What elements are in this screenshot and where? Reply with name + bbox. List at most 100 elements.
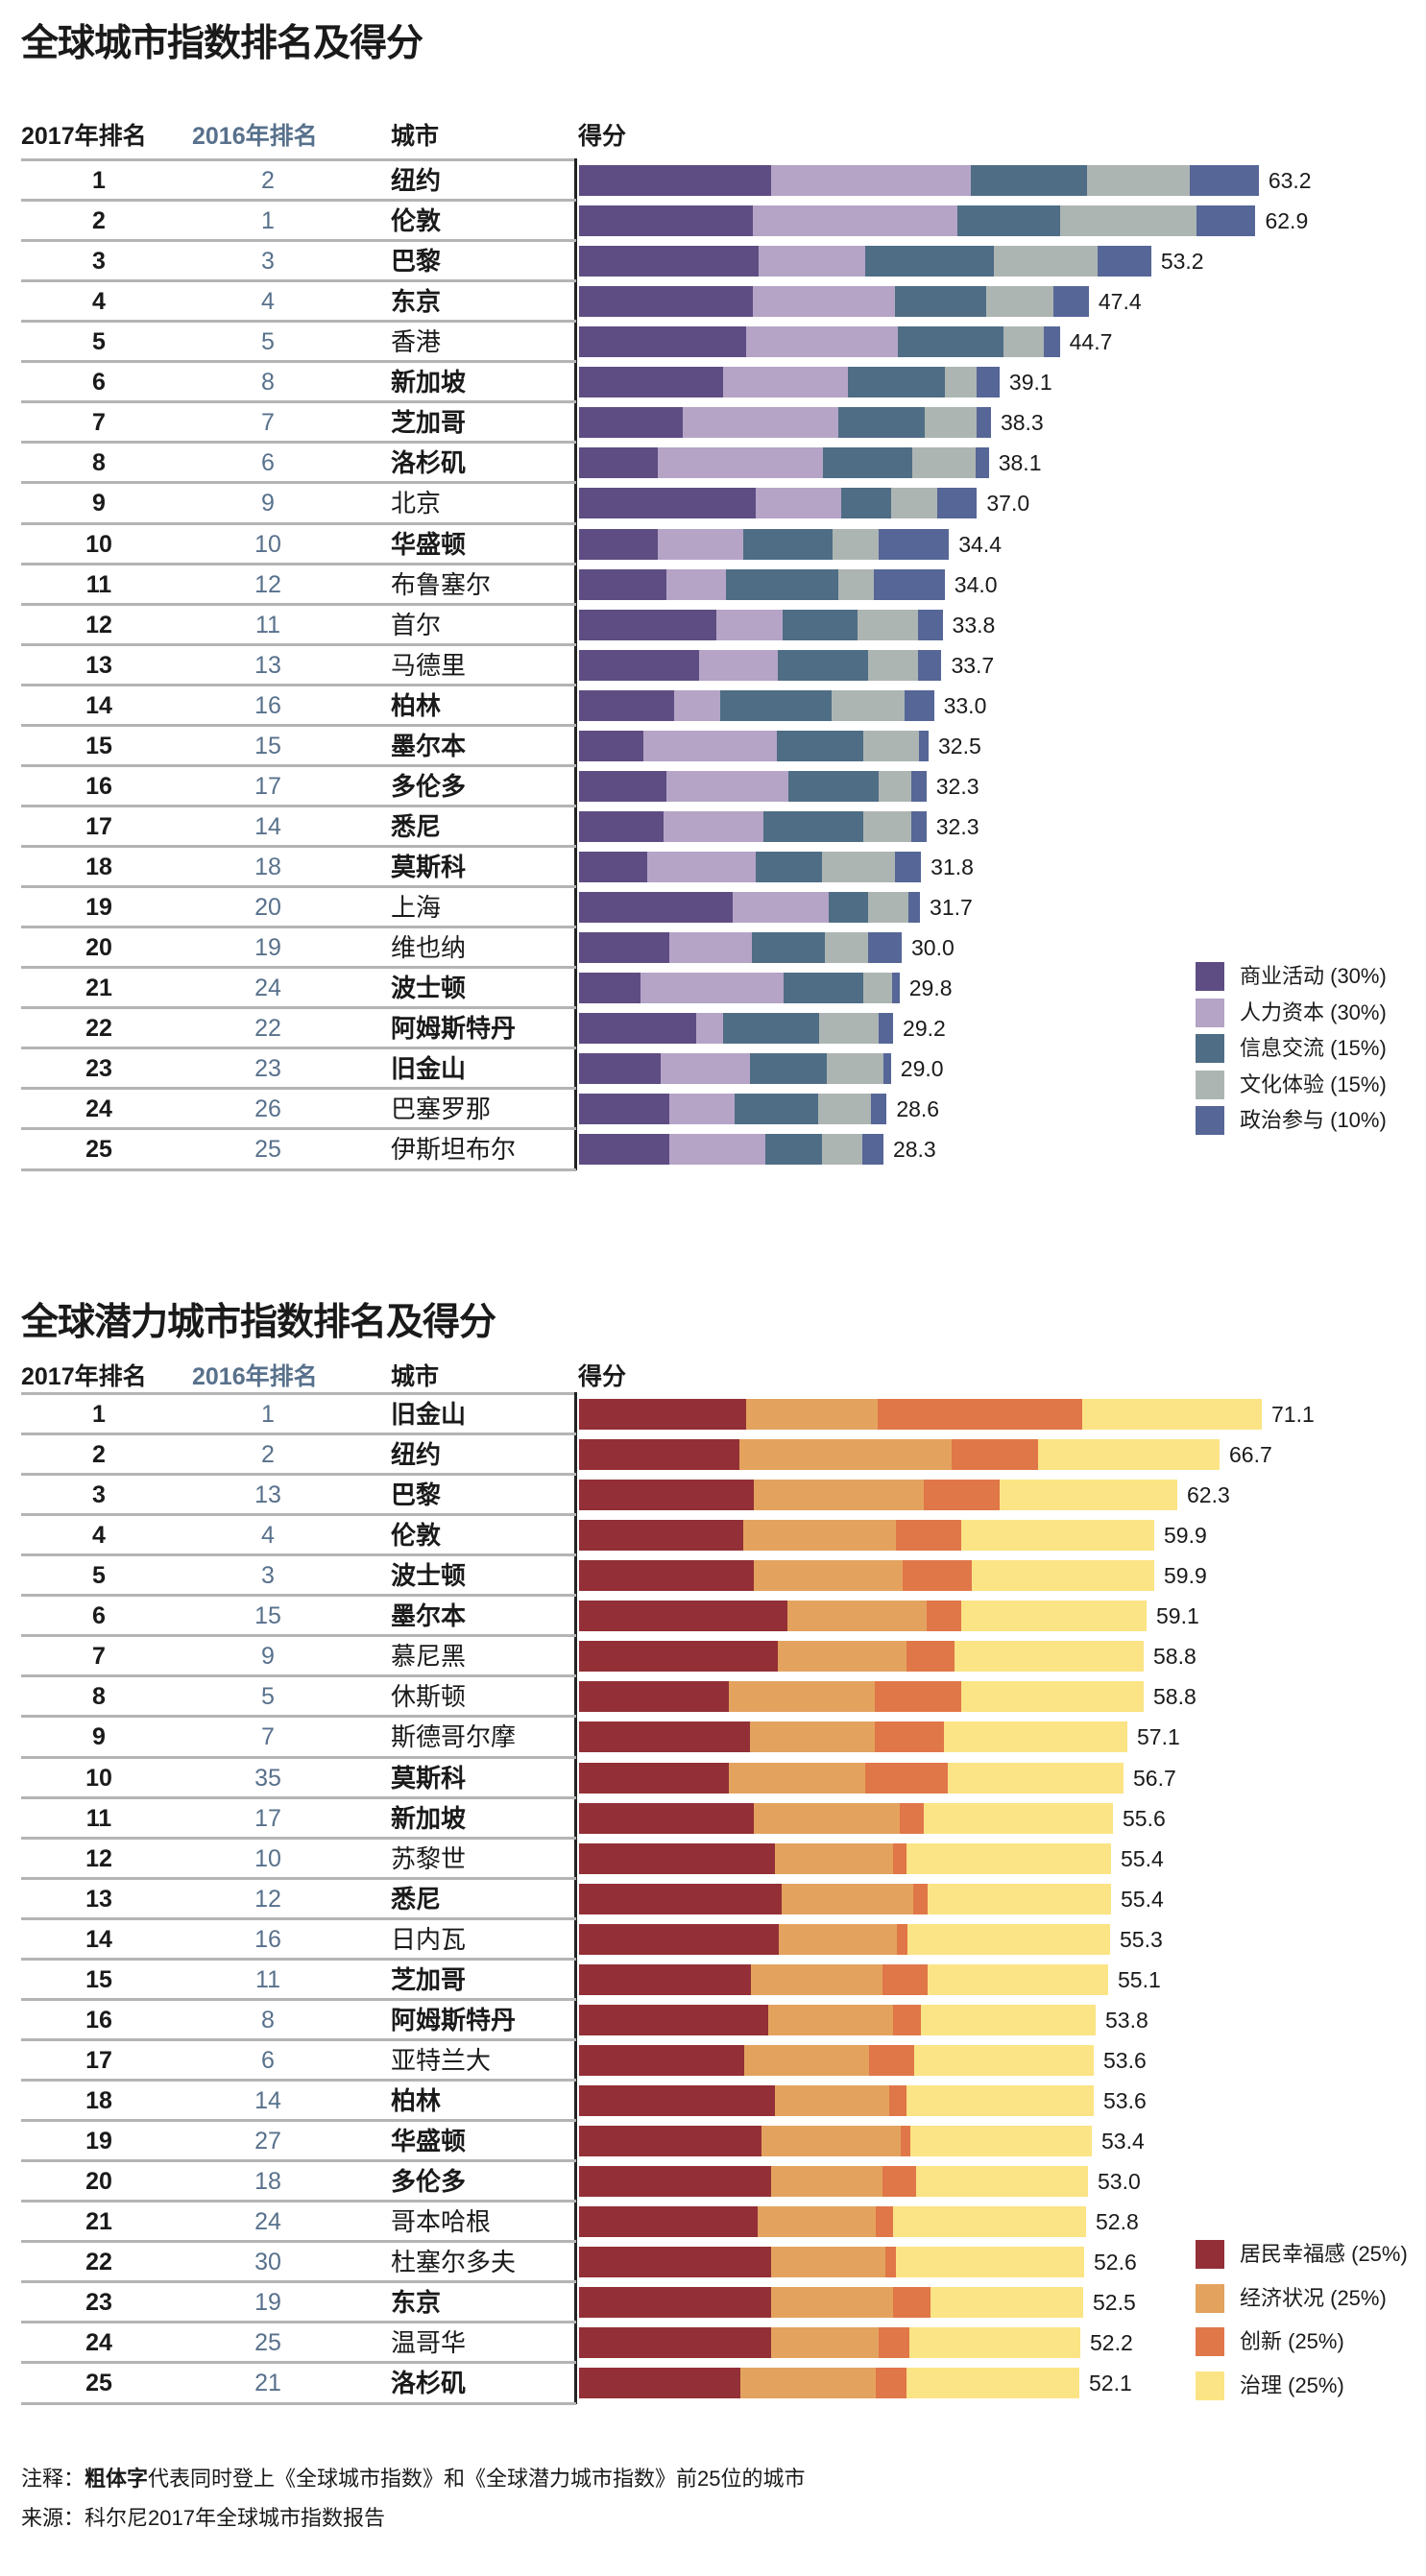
rank-2016: 18	[254, 854, 281, 881]
bar-segment-1	[579, 649, 700, 681]
city-name: 华盛顿	[391, 2127, 467, 2156]
city-name: 布鲁塞尔	[391, 569, 492, 599]
bar-segment-1	[579, 447, 658, 479]
rank-2017: 4	[92, 1522, 106, 1550]
rank-2017: 21	[85, 2208, 112, 2236]
bar-segment-2	[750, 1721, 875, 1753]
bar-segment-4	[921, 2004, 1096, 2035]
bar-segment-5	[882, 1053, 891, 1085]
bar-segment-3	[719, 689, 833, 721]
row-divider	[21, 1755, 576, 1759]
rank-2016: 23	[254, 1055, 281, 1083]
bar-segment-5	[1097, 246, 1151, 277]
rank-2016: 19	[254, 2289, 281, 2317]
city-name: 墨尔本	[391, 1601, 467, 1631]
rank-2016: 12	[254, 570, 281, 598]
header-divider	[21, 158, 576, 161]
bar-segment-2	[646, 852, 756, 883]
legend-label: 治理 (25%)	[1240, 2372, 1344, 2397]
bar-segment-2	[723, 367, 848, 398]
table-row: 3 13 巴黎 62.3	[0, 1475, 1426, 1515]
bar-segment-3	[970, 165, 1087, 196]
city-name: 芝加哥	[391, 1964, 467, 1994]
bar-segment-3	[876, 2206, 893, 2238]
bar-segment-2	[755, 488, 842, 519]
header-rank-2017: 2017年排名	[21, 123, 147, 150]
bar-segment-4	[906, 1842, 1111, 1874]
score-label: 32.3	[935, 773, 979, 799]
note-label: 注释：	[21, 2467, 85, 2491]
city-name: 亚特兰大	[391, 2045, 492, 2075]
table-row: 22 30 杜塞尔多夫 52.6	[0, 2242, 1426, 2282]
header-rank-2016: 2016年排名	[192, 1363, 318, 1390]
bar-segment-3	[777, 730, 863, 761]
rank-2017: 16	[85, 772, 112, 800]
table-row: 17 14 悉尼 32.3	[0, 807, 1426, 847]
city-name: 巴塞罗那	[391, 1095, 492, 1124]
table-row: 21 24 哥本哈根 52.8	[0, 2202, 1426, 2242]
row-divider	[21, 2119, 576, 2123]
bar-axis-line	[574, 1392, 577, 2404]
city-name: 伊斯坦布尔	[391, 1135, 517, 1165]
table-row: 9 9 北京 37.0	[0, 483, 1426, 523]
bar-segment-2	[696, 1013, 724, 1045]
bar-segment-5	[873, 568, 945, 600]
city-name: 巴黎	[391, 247, 442, 277]
table-row: 23 23 旧金山 29.0	[0, 1048, 1426, 1089]
rank-2017: 23	[85, 1055, 112, 1083]
table-row: 7 9 慕尼黑 58.8	[0, 1636, 1426, 1676]
table-row: 6 15 墨尔本 59.1	[0, 1596, 1426, 1636]
rank-2016: 5	[261, 328, 275, 356]
bar-segment-4	[862, 810, 912, 842]
bar-segment-2	[753, 205, 958, 237]
table-row: 16 8 阿姆斯特丹 53.8	[0, 2000, 1426, 2040]
bar-segment-1	[579, 892, 734, 924]
bar-segment-2	[754, 1802, 900, 1834]
rank-2017: 13	[85, 651, 112, 679]
row-divider	[21, 2159, 576, 2163]
bar-segment-1	[579, 730, 644, 761]
rank-2017: 16	[85, 2006, 112, 2034]
city-name: 香港	[391, 327, 442, 357]
bar-segment-3	[848, 367, 945, 398]
row-divider	[21, 1836, 576, 1840]
rank-2016: 19	[254, 934, 281, 962]
table-row: 19 27 华盛顿 53.4	[0, 2121, 1426, 2161]
rank-2016: 16	[254, 691, 281, 719]
bar-segment-1	[579, 2368, 740, 2399]
rank-2017: 21	[85, 975, 112, 1002]
rank-2016: 26	[254, 1095, 281, 1123]
rank-2016: 15	[254, 732, 281, 759]
bar-segment-3	[952, 1439, 1038, 1471]
bar-segment-3	[900, 1802, 924, 1834]
bar-segment-4	[916, 2166, 1088, 2198]
rank-2017: 19	[85, 894, 112, 922]
bar-segment-3	[864, 246, 995, 277]
table-row: 5 5 香港 44.7	[0, 322, 1426, 362]
table-row: 14 16 日内瓦 55.3	[0, 1919, 1426, 1960]
row-divider	[21, 2321, 576, 2324]
city-name: 旧金山	[391, 1400, 467, 1429]
bar-segment-1	[579, 852, 647, 883]
table-row: 1 2 纽约 63.2	[0, 160, 1426, 201]
row-divider	[21, 683, 576, 686]
rank-2017: 22	[85, 1015, 112, 1043]
rank-2016: 20	[254, 894, 281, 922]
bar-segment-4	[818, 1013, 880, 1045]
bar-segment-2	[779, 1923, 897, 1955]
bar-segment-2	[739, 1439, 952, 1471]
bar-segment-3	[897, 1923, 907, 1955]
bar-segment-1	[579, 689, 674, 721]
table-row: 24 26 巴塞罗那 28.6	[0, 1089, 1426, 1129]
table-row: 11 17 新加坡 55.6	[0, 1798, 1426, 1839]
bar-segment-3	[906, 1641, 955, 1673]
score-label: 29.0	[900, 1056, 944, 1082]
rank-2017: 20	[85, 934, 112, 962]
bar-segment-4	[1003, 326, 1044, 358]
rank-2017: 10	[85, 530, 112, 558]
city-name: 悉尼	[391, 811, 442, 841]
bar-segment-4	[948, 1762, 1124, 1794]
score-label: 29.8	[908, 975, 953, 1001]
rank-2016: 7	[261, 1723, 275, 1751]
score-label: 59.9	[1164, 1523, 1207, 1549]
